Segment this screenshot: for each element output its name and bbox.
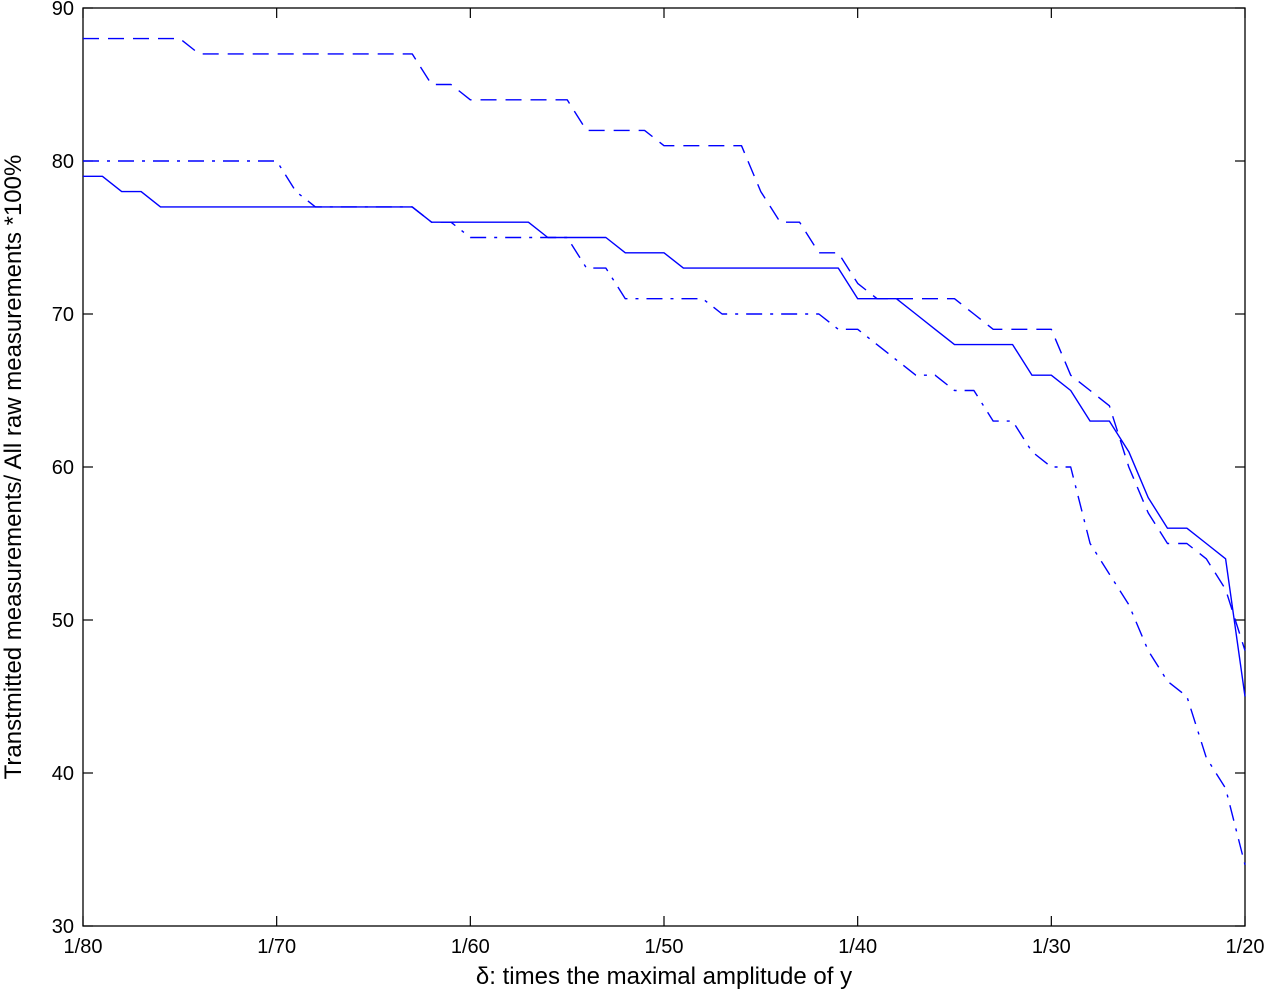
series-line-dashed [83,37,1246,651]
series-line-solid [83,175,1246,697]
y-tick-label: 30 [52,916,74,938]
y-tick-label: 60 [52,457,74,479]
y-tick-label: 70 [52,304,74,326]
x-tick-label: 1/20 [1226,936,1265,958]
x-tick-label: 1/40 [838,936,877,958]
x-tick-label: 1/30 [1032,936,1071,958]
y-tick-label: 80 [52,151,74,173]
series-layer [83,37,1246,865]
x-tick-label: 1/70 [257,936,296,958]
y-axis-label: Transtmitted measurements/ All raw measu… [0,155,27,780]
y-tick-label: 40 [52,763,74,785]
plot-area [82,7,1246,927]
x-axis-label: δ: times the maximal amplitude of y [476,963,852,990]
x-tick-label: 1/60 [451,936,490,958]
x-tick-label: 1/80 [64,936,103,958]
x-axis-ticks: 1/80 1/70 1/60 1/50 1/40 1/30 1/20 [64,8,1265,958]
x-tick-label: 1/50 [645,936,684,958]
y-tick-label: 90 [52,0,74,20]
y-tick-label: 50 [52,610,74,632]
